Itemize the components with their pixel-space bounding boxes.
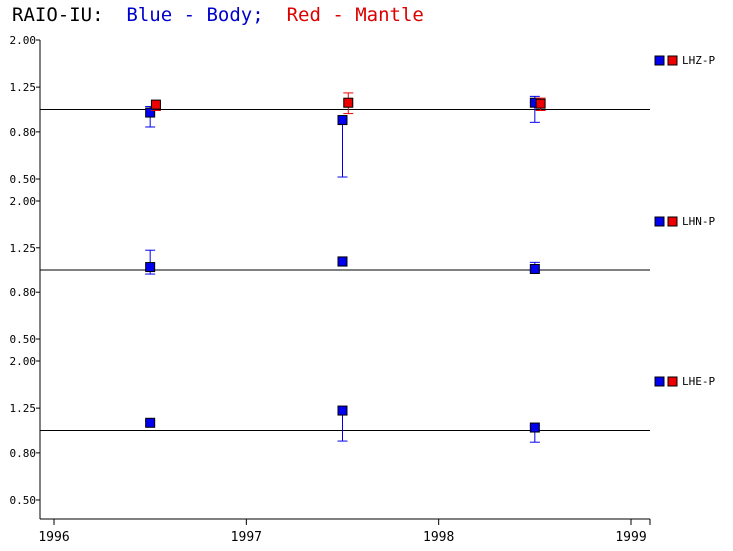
y-tick-label: 0.50 xyxy=(10,173,37,186)
data-point-marker xyxy=(150,99,161,110)
title-blue-legend: Blue - Body; xyxy=(126,4,264,26)
data-point-marker xyxy=(145,107,156,118)
data-point-marker xyxy=(337,256,348,267)
data-point-marker xyxy=(529,264,540,275)
legend-swatch xyxy=(667,216,678,227)
data-point-marker xyxy=(337,115,348,126)
data-point-marker xyxy=(337,405,348,416)
y-tick-label: 0.50 xyxy=(10,333,37,346)
y-tick-label: 1.25 xyxy=(10,242,37,255)
data-point-marker xyxy=(343,97,354,108)
legend-label: LHN-P xyxy=(682,215,715,228)
y-tick-label: 0.80 xyxy=(10,447,37,460)
data-point-marker xyxy=(145,262,156,273)
y-tick-label: 2.00 xyxy=(10,195,37,208)
data-point-marker xyxy=(535,98,546,109)
y-tick-label: 1.25 xyxy=(10,402,37,415)
legend-label: LHE-P xyxy=(682,375,715,388)
legend-swatch xyxy=(654,376,665,387)
x-tick-label: 1999 xyxy=(615,530,646,545)
y-tick-label: 1.25 xyxy=(10,81,37,94)
chart-title: RAIO-IU: Blue - Body; Red - Mantle xyxy=(12,4,424,26)
legend-swatch xyxy=(654,216,665,227)
x-tick-label: 1998 xyxy=(423,530,454,545)
data-point-marker xyxy=(529,422,540,433)
legend-label: LHZ-P xyxy=(682,54,715,67)
title-station: RAIO-IU: xyxy=(12,4,104,26)
y-tick-label: 2.00 xyxy=(10,355,37,368)
legend-swatch xyxy=(667,55,678,66)
x-tick-label: 1996 xyxy=(38,530,69,545)
y-tick-label: 0.80 xyxy=(10,126,37,139)
x-tick-label: 1997 xyxy=(231,530,262,545)
y-tick-label: 0.80 xyxy=(10,286,37,299)
title-red-legend: Red - Mantle xyxy=(286,4,424,26)
legend-swatch xyxy=(667,376,678,387)
y-tick-label: 2.00 xyxy=(10,34,37,47)
legend-swatch xyxy=(654,55,665,66)
data-point-marker xyxy=(145,417,156,428)
y-tick-label: 0.50 xyxy=(10,494,37,507)
